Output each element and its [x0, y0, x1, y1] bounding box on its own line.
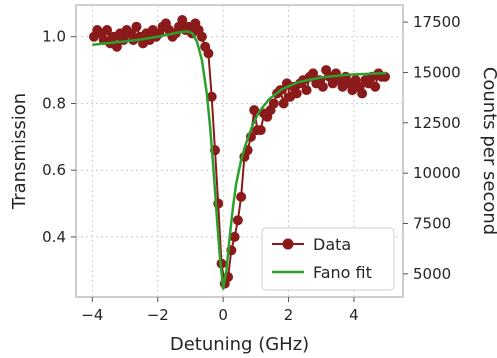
data-point: [249, 105, 260, 116]
y-right-tick-label: 5000: [413, 265, 451, 283]
y-right-tick-label: 10000: [413, 164, 461, 182]
y-tick-label: 1.0: [42, 28, 66, 46]
data-series: [88, 15, 391, 289]
y-axis-label-left: Transmission: [9, 93, 30, 210]
x-tick-label: −2: [147, 306, 169, 324]
x-tick-label: −4: [81, 306, 103, 324]
data-point: [203, 48, 214, 59]
x-tick-label: 0: [218, 306, 228, 324]
axis-ticks: −4 −2 0 2 4 0.4 0.6 0.8 1.0 5000 7500 10000 12500 150…: [42, 13, 461, 324]
data-point: [102, 25, 113, 36]
data-point: [232, 215, 243, 226]
y-tick-label: 0.6: [42, 161, 66, 179]
y-right-tick-label: 12500: [413, 114, 461, 132]
y-right-tick-label: 15000: [413, 63, 461, 81]
x-tick-label: 2: [284, 306, 294, 324]
legend: Data Fano fit: [261, 227, 395, 291]
plot-frame: [75, 4, 404, 298]
data-point: [255, 125, 266, 136]
x-tick-label: 4: [349, 306, 359, 324]
data-point: [177, 15, 188, 26]
data-point: [301, 85, 312, 96]
legend-data-label: Data: [313, 235, 351, 254]
data-point: [229, 231, 240, 242]
data-point: [357, 88, 368, 99]
data-point: [268, 98, 279, 109]
y-tick-label: 0.8: [42, 94, 66, 112]
y-right-tick-label: 7500: [413, 214, 451, 232]
x-axis-label: Detuning (GHz): [170, 334, 309, 355]
data-point: [317, 81, 328, 92]
fano-fit-series: [92, 30, 387, 290]
y-axis-label-right: Counts per second: [479, 67, 497, 235]
legend-data-marker: [282, 238, 294, 250]
data-point: [111, 41, 122, 52]
y-right-tick-label: 17500: [413, 13, 461, 31]
data-point: [370, 81, 381, 92]
data-point: [131, 21, 142, 32]
legend-fit-label: Fano fit: [313, 263, 372, 282]
data-point: [236, 191, 247, 202]
fano-fit-line: [92, 30, 387, 290]
grid-lines: [76, 5, 403, 297]
data-point: [196, 31, 207, 42]
data-point: [206, 91, 217, 102]
data-point: [291, 88, 302, 99]
data-point: [278, 98, 289, 109]
data-point: [308, 68, 319, 79]
y-tick-label: 0.4: [42, 228, 66, 246]
